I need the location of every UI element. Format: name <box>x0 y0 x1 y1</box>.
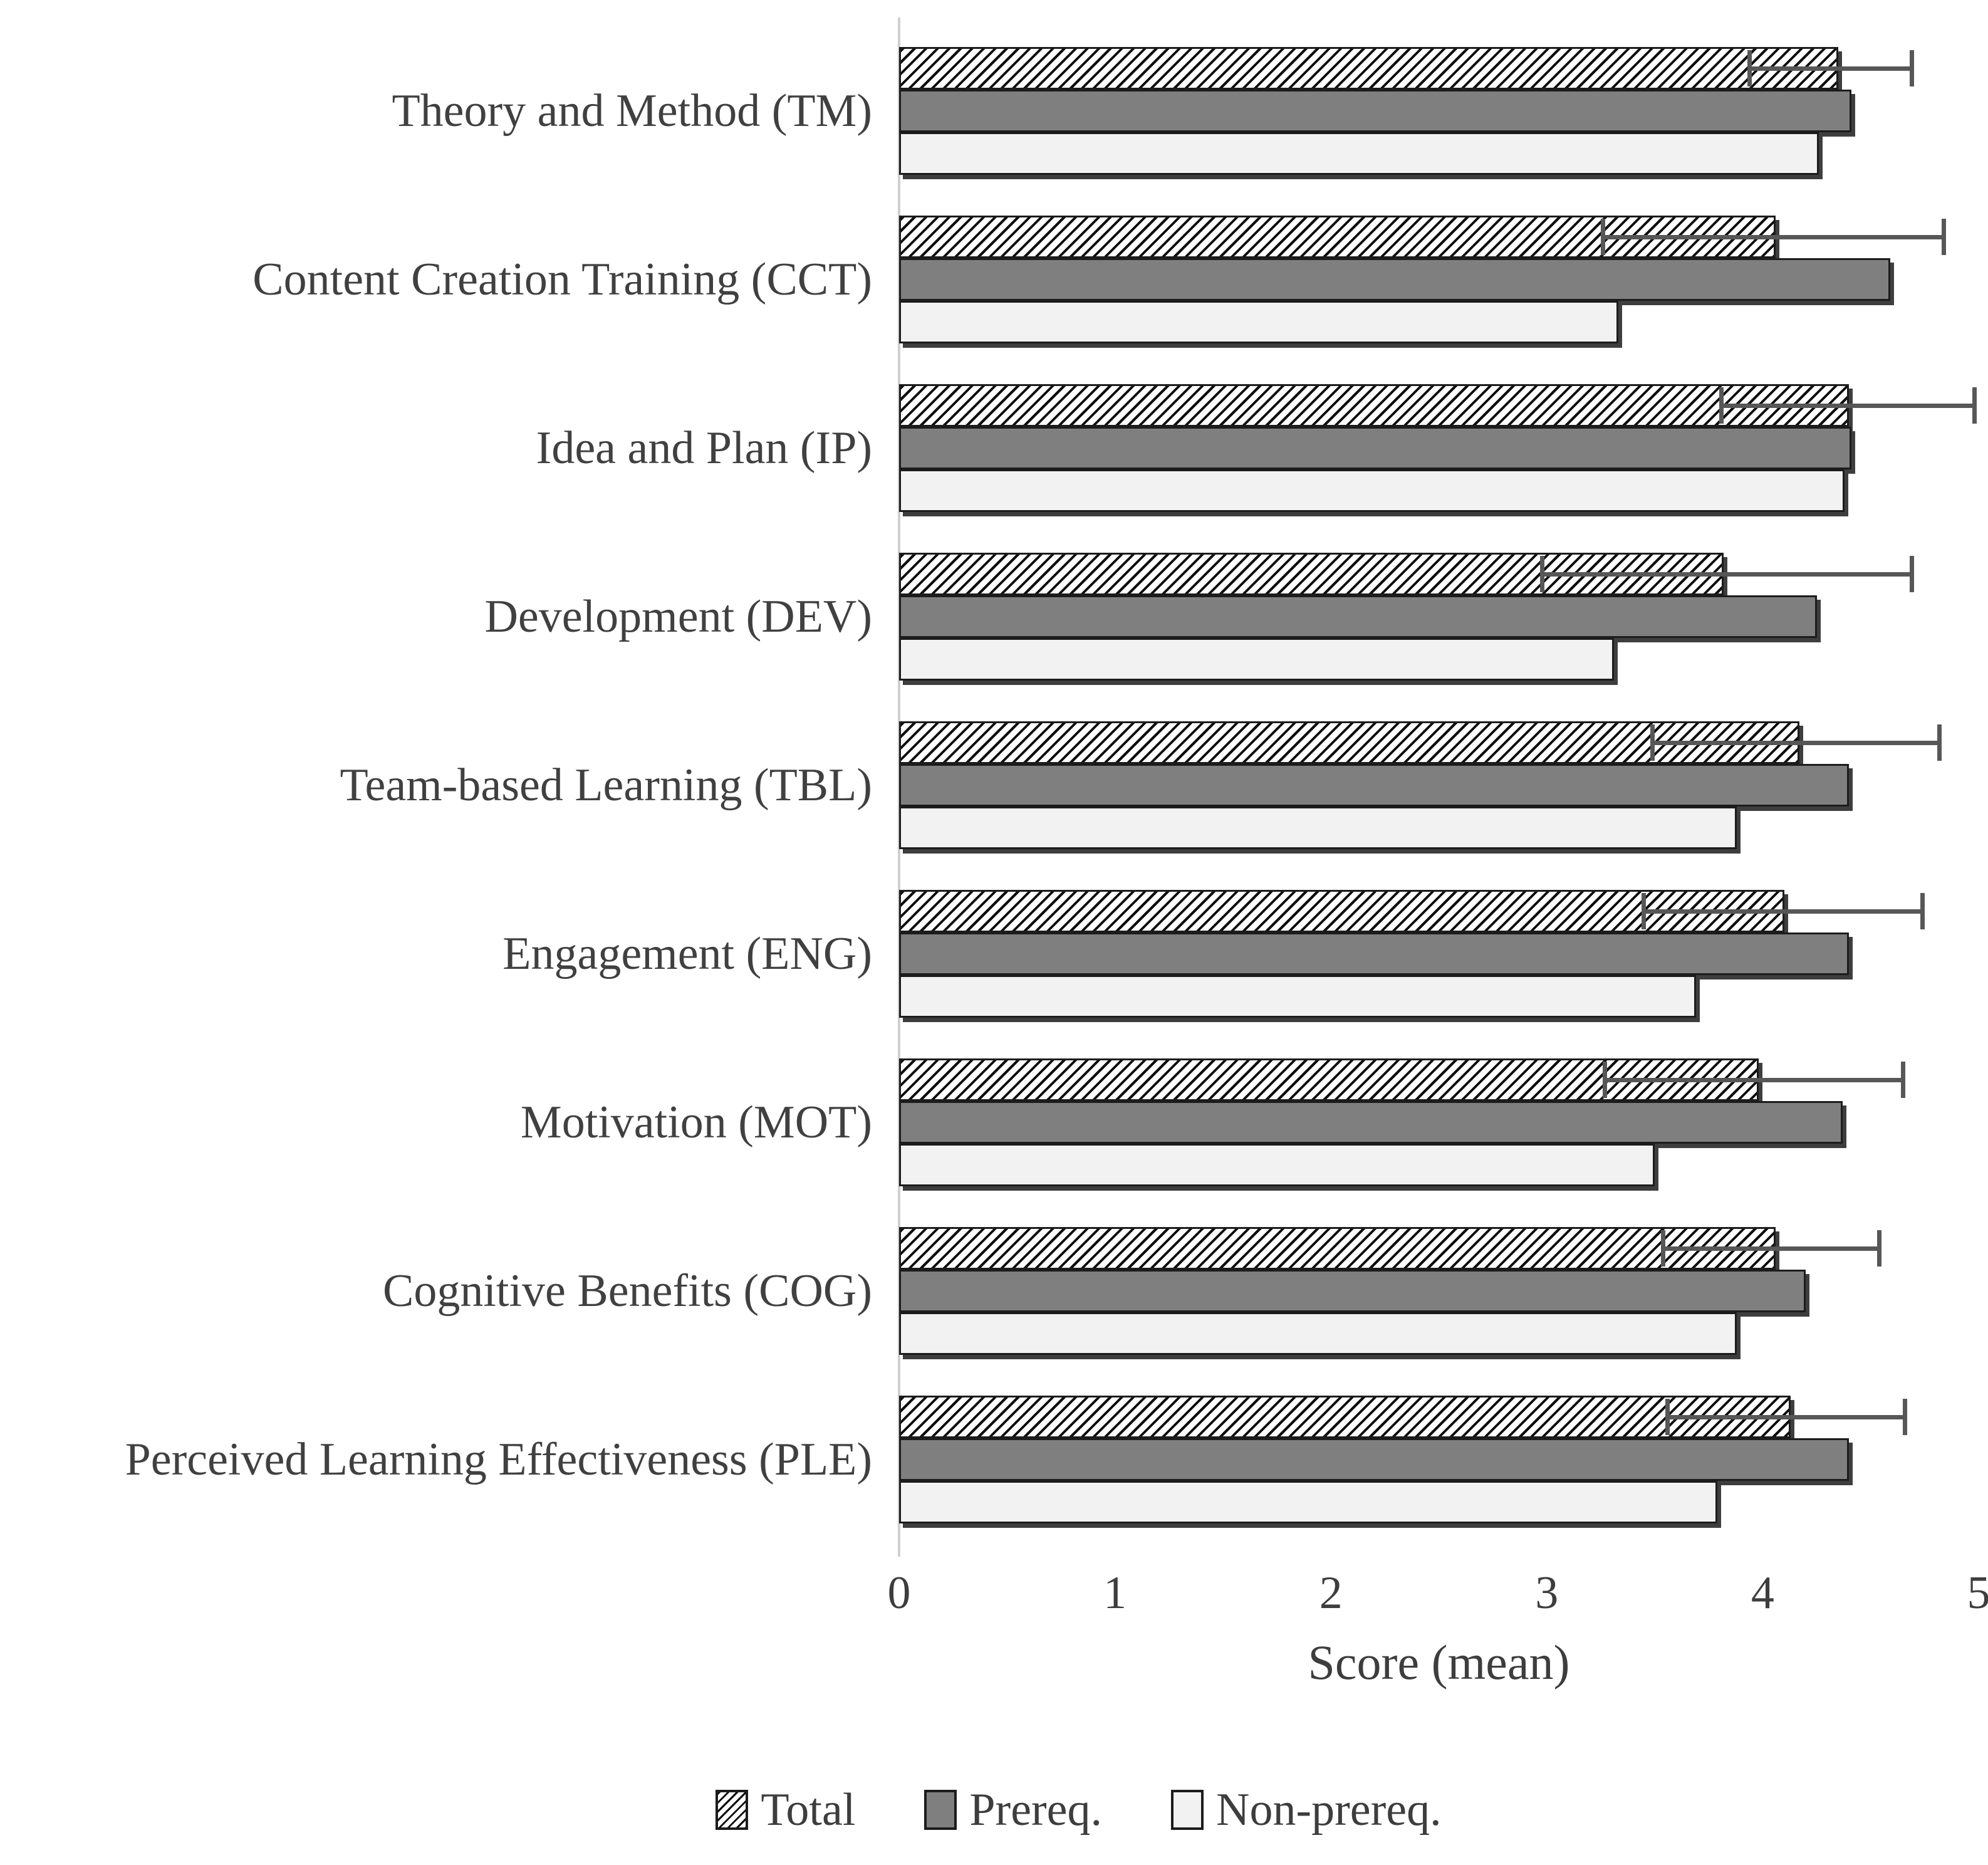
bar-total <box>899 721 1799 764</box>
x-tick-label: 2 <box>1319 1567 1343 1619</box>
error-bar-cap-right <box>1937 724 1942 761</box>
error-bar-cap-right <box>1909 556 1914 592</box>
bar-prereq <box>899 764 1850 807</box>
error-bar-cap-right <box>1920 893 1925 929</box>
bar-prereq <box>899 932 1850 975</box>
category-label: Cognitive Benefits (COG) <box>382 1265 872 1317</box>
legend-label: Non-prereq. <box>1216 1784 1442 1836</box>
error-bar-line <box>1603 1078 1905 1082</box>
legend-item-nonprereq: Non-prereq. <box>1171 1785 1442 1835</box>
x-tick-label: 4 <box>1751 1567 1774 1619</box>
error-bar-line <box>1719 404 1977 408</box>
bar-prereq <box>899 1438 1850 1481</box>
category-label: Theory and Method (TM) <box>392 85 872 137</box>
error-bar-line <box>1665 1415 1908 1419</box>
legend-swatch-prereq <box>924 1790 957 1830</box>
bar-total <box>899 384 1850 427</box>
error-bar-cap-left <box>1642 893 1647 929</box>
bar-nonprereq <box>899 301 1618 343</box>
error-bar-line <box>1540 572 1914 577</box>
error-bar-line <box>1650 741 1942 745</box>
bar-prereq <box>899 1270 1806 1312</box>
error-bar-cap-right <box>1909 50 1914 86</box>
legend-label: Prereq. <box>969 1784 1103 1836</box>
legend-item-total: Total <box>716 1785 855 1835</box>
legend-label: Total <box>761 1784 856 1836</box>
legend: Total Prereq. Non-prereq. <box>0 1785 1988 1835</box>
legend-swatch-nonprereq <box>1171 1790 1204 1830</box>
x-axis-title: Score (mean) <box>1308 1635 1570 1690</box>
legend-swatch-total <box>716 1790 749 1830</box>
bar-prereq <box>899 1101 1843 1144</box>
error-bar-cap-left <box>1650 724 1655 761</box>
bar-total <box>899 1396 1791 1438</box>
bar-nonprereq <box>899 1481 1718 1523</box>
error-bar-cap-left <box>1600 219 1605 255</box>
error-bar-cap-left <box>1665 1399 1670 1435</box>
error-bar-cap-right <box>1876 1230 1881 1267</box>
bar-nonprereq <box>899 469 1845 512</box>
error-bar-cap-right <box>1903 1399 1908 1435</box>
bar-prereq <box>899 90 1851 132</box>
category-label: Motivation (MOT) <box>520 1097 872 1148</box>
error-bar-cap-left <box>1540 556 1545 592</box>
bar-prereq <box>899 595 1817 638</box>
error-bar-line <box>1642 909 1925 914</box>
x-tick-label: 5 <box>1967 1567 1988 1619</box>
category-label: Idea and Plan (IP) <box>536 422 872 474</box>
bar-prereq <box>899 258 1890 301</box>
bar-total <box>899 890 1784 932</box>
x-tick-label: 1 <box>1103 1567 1127 1619</box>
error-bar-line <box>1747 66 1914 71</box>
bar-total <box>899 47 1838 90</box>
x-tick-label: 0 <box>887 1567 911 1619</box>
error-bar-line <box>1600 235 1947 239</box>
bar-nonprereq <box>899 638 1614 681</box>
error-bar-cap-right <box>1972 387 1977 424</box>
error-bar-cap-left <box>1603 1062 1608 1098</box>
bar-nonprereq <box>899 132 1819 175</box>
bar-nonprereq <box>899 1144 1655 1186</box>
error-bar-cap-right <box>1900 1062 1905 1098</box>
bar-nonprereq <box>899 1312 1737 1355</box>
category-label: Perceived Learning Effectiveness (PLE) <box>125 1434 872 1485</box>
error-bar-cap-left <box>1661 1230 1666 1267</box>
bar-nonprereq <box>899 975 1696 1018</box>
error-bar-cap-left <box>1747 50 1752 86</box>
category-label: Development (DEV) <box>484 591 872 642</box>
bar-total <box>899 1227 1776 1270</box>
legend-item-prereq: Prereq. <box>924 1785 1102 1835</box>
category-label: Team-based Learning (TBL) <box>340 760 872 811</box>
category-label: Engagement (ENG) <box>502 928 872 980</box>
bar-prereq <box>899 427 1851 469</box>
category-label: Content Creation Training (CCT) <box>252 254 872 305</box>
error-bar-cap-right <box>1942 219 1947 255</box>
error-bar-cap-left <box>1719 387 1724 424</box>
bar-nonprereq <box>899 807 1737 849</box>
error-bar-line <box>1661 1246 1881 1251</box>
x-tick-label: 3 <box>1535 1567 1559 1619</box>
